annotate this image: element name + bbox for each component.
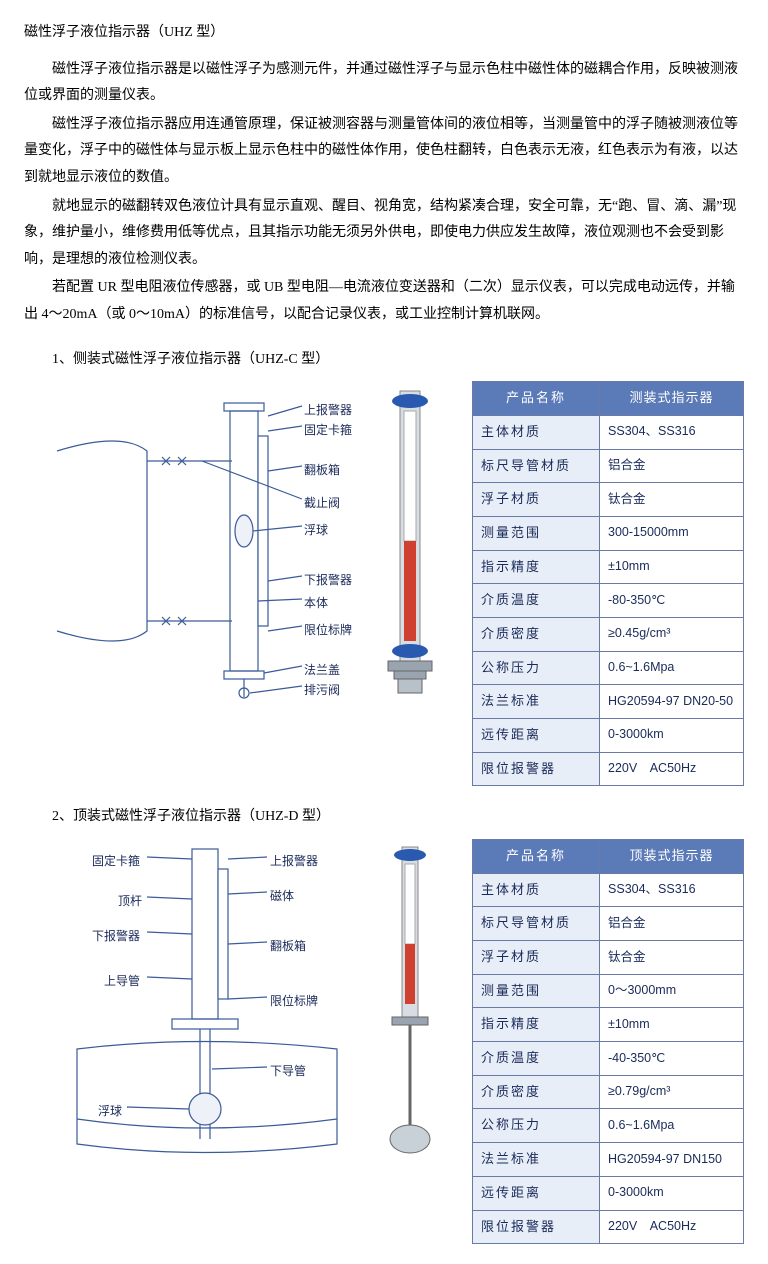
- td: 标尺导管材质: [473, 907, 600, 941]
- td: 0-3000km: [600, 1176, 744, 1210]
- diag-label: 下导管: [270, 1060, 306, 1083]
- section-2-panel: 固定卡箍 上报警器 顶杆 磁体 下报警器 翻板箱 上导管 限位标牌 浮球 下导管…: [52, 839, 744, 1244]
- diag-label: 固定卡箍: [304, 419, 352, 442]
- td: 300-15000mm: [600, 516, 744, 550]
- diag-label: 下报警器: [92, 925, 140, 948]
- side-mount-diagram: 上报警器 固定卡箍 翻板箱 浮球 截止阀 下报警器 本体 限位标牌 法兰盖 排污…: [52, 381, 348, 703]
- td: 220V AC50Hz: [600, 1210, 744, 1244]
- diag-label: 磁体: [270, 885, 294, 908]
- diag-label: 上导管: [104, 970, 140, 993]
- td: 0～3000mm: [600, 974, 744, 1008]
- td: 法兰标准: [473, 1143, 600, 1177]
- section-1-heading: 1、侧装式磁性浮子液位指示器（UHZ-C 型）: [52, 347, 744, 374]
- td: ±10mm: [600, 550, 744, 584]
- diag-label: 限位标牌: [270, 990, 318, 1013]
- td: 0.6~1.6Mpa: [600, 1109, 744, 1143]
- diag-label: 固定卡箍: [92, 850, 140, 873]
- top-mount-diagram: 固定卡箍 上报警器 顶杆 磁体 下报警器 翻板箱 上导管 限位标牌 浮球 下导管: [52, 839, 348, 1161]
- diag-label: 翻板箱: [270, 935, 306, 958]
- th: 产品名称: [473, 382, 600, 416]
- td: 介质温度: [473, 584, 600, 618]
- diag-label: 本体: [304, 592, 328, 615]
- td: 主体材质: [473, 873, 600, 907]
- td: 主体材质: [473, 415, 600, 449]
- diag-label: 顶杆: [118, 890, 142, 913]
- td: -40-350℃: [600, 1042, 744, 1076]
- td: ±10mm: [600, 1008, 744, 1042]
- td: ≥0.45g/cm³: [600, 617, 744, 651]
- diag-label: 限位标牌: [304, 619, 352, 642]
- td: 公称压力: [473, 1109, 600, 1143]
- paragraph: 若配置 UR 型电阻液位传感器，或 UB 型电阻—电流液位变送器和（二次）显示仪…: [24, 275, 744, 328]
- td: 0-3000km: [600, 719, 744, 753]
- td: SS304、SS316: [600, 415, 744, 449]
- td: 铝合金: [600, 907, 744, 941]
- td: 测量范围: [473, 516, 600, 550]
- td: 测量范围: [473, 974, 600, 1008]
- th: 产品名称: [473, 839, 600, 873]
- th: 测装式指示器: [600, 382, 744, 416]
- td: 浮子材质: [473, 941, 600, 975]
- td: SS304、SS316: [600, 873, 744, 907]
- td: HG20594-97 DN150: [600, 1143, 744, 1177]
- page-title: 磁性浮子液位指示器（UHZ 型）: [24, 20, 744, 47]
- diag-label: 截止阀: [304, 492, 340, 515]
- td: 远传距离: [473, 1176, 600, 1210]
- diag-label: 浮球: [98, 1100, 122, 1123]
- section-2-heading: 2、顶装式磁性浮子液位指示器（UHZ-D 型）: [52, 804, 744, 831]
- td: 指示精度: [473, 1008, 600, 1042]
- paragraph: 就地显示的磁翻转双色液位计具有显示直观、醒目、视角宽，结构紧凑合理，安全可靠，无…: [24, 194, 744, 274]
- td: ≥0.79g/cm³: [600, 1075, 744, 1109]
- td: 钛合金: [600, 941, 744, 975]
- td: 介质密度: [473, 617, 600, 651]
- td: 远传距离: [473, 719, 600, 753]
- td: 钛合金: [600, 483, 744, 517]
- td: 限位报警器: [473, 1210, 600, 1244]
- td: 公称压力: [473, 651, 600, 685]
- section-1-panel: 上报警器 固定卡箍 翻板箱 浮球 截止阀 下报警器 本体 限位标牌 法兰盖 排污…: [52, 381, 744, 786]
- diag-label: 翻板箱: [304, 459, 340, 482]
- paragraph: 磁性浮子液位指示器应用连通管原理，保证被测容器与测量管体间的液位相等，当测量管中…: [24, 112, 744, 192]
- td: 介质温度: [473, 1042, 600, 1076]
- td: 限位报警器: [473, 752, 600, 786]
- top-mount-spec-table: 产品名称顶装式指示器 主体材质SS304、SS316 标尺导管材质铝合金 浮子材…: [472, 839, 744, 1244]
- diag-label: 下报警器: [304, 569, 352, 592]
- td: 指示精度: [473, 550, 600, 584]
- diag-label: 上报警器: [270, 850, 318, 873]
- paragraph: 磁性浮子液位指示器是以磁性浮子为感测元件，并通过磁性浮子与显示色柱中磁性体的磁耦…: [24, 57, 744, 110]
- td: 介质密度: [473, 1075, 600, 1109]
- side-mount-product-image: [356, 381, 464, 703]
- td: 0.6~1.6Mpa: [600, 651, 744, 685]
- top-mount-product-image: [356, 839, 464, 1161]
- td: HG20594-97 DN20-50: [600, 685, 744, 719]
- td: 法兰标准: [473, 685, 600, 719]
- td: 220V AC50Hz: [600, 752, 744, 786]
- diag-label: 排污阀: [304, 679, 340, 702]
- td: -80-350℃: [600, 584, 744, 618]
- td: 标尺导管材质: [473, 449, 600, 483]
- td: 铝合金: [600, 449, 744, 483]
- diag-label: 浮球: [304, 519, 328, 542]
- side-mount-spec-table: 产品名称测装式指示器 主体材质SS304、SS316 标尺导管材质铝合金 浮子材…: [472, 381, 744, 786]
- th: 顶装式指示器: [600, 839, 744, 873]
- td: 浮子材质: [473, 483, 600, 517]
